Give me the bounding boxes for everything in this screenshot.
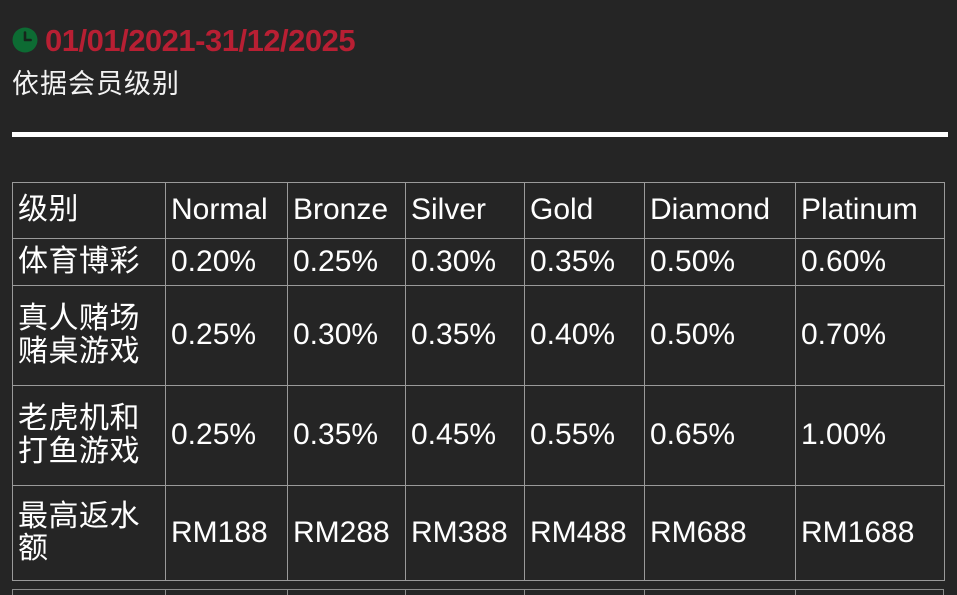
cell-slots-diamond: 0.65% [644, 385, 796, 486]
column-header-diamond: Diamond [644, 182, 796, 239]
column-header-normal: Normal [165, 182, 288, 239]
cell-slots-bronze: 0.35% [287, 385, 406, 486]
rebate-table-container: 级别 Normal Bronze Silver Gold Diamond Pla… [12, 182, 945, 581]
header-divider [12, 132, 948, 137]
cell-slots-gold: 0.55% [524, 385, 645, 486]
date-range-text: 01/01/2021-31/12/2025 [45, 22, 356, 58]
cell-slots-platinum: 1.00% [795, 385, 945, 486]
cell-live-casino-bronze: 0.30% [287, 285, 406, 386]
cell-live-casino-gold: 0.40% [524, 285, 645, 386]
header: 01/01/2021-31/12/2025 依据会员级别 [0, 0, 957, 100]
clock-icon [12, 27, 38, 53]
table-row: 真人赌场赌桌游戏 0.25% 0.30% 0.35% 0.40% 0.50% 0… [12, 285, 945, 386]
cell-max-rebate-diamond: RM688 [644, 485, 796, 581]
table-row: 最高返水额 RM188 RM288 RM388 RM488 RM688 RM16… [12, 485, 945, 581]
cell-sports-gold: 0.35% [524, 238, 645, 286]
cell-live-casino-normal: 0.25% [165, 285, 288, 386]
column-header-level: 级别 [12, 182, 166, 239]
cell-slots-normal: 0.25% [165, 385, 288, 486]
clipped-next-row [12, 589, 944, 595]
cell-sports-bronze: 0.25% [287, 238, 406, 286]
row-label-slots-fishing: 老虎机和打鱼游戏 [12, 385, 166, 486]
column-header-silver: Silver [405, 182, 525, 239]
cell-sports-silver: 0.30% [405, 238, 525, 286]
cell-live-casino-diamond: 0.50% [644, 285, 796, 386]
cell-max-rebate-bronze: RM288 [287, 485, 406, 581]
page-subtitle: 依据会员级别 [12, 69, 180, 99]
table-row: 体育博彩 0.20% 0.25% 0.30% 0.35% 0.50% 0.60% [12, 238, 945, 286]
row-label-max-rebate: 最高返水额 [12, 485, 166, 581]
column-header-gold: Gold [524, 182, 645, 239]
cell-max-rebate-gold: RM488 [524, 485, 645, 581]
cell-max-rebate-platinum: RM1688 [795, 485, 945, 581]
cell-sports-diamond: 0.50% [644, 238, 796, 286]
row-label-sports: 体育博彩 [12, 238, 166, 286]
cell-sports-normal: 0.20% [165, 238, 288, 286]
column-header-platinum: Platinum [795, 182, 945, 239]
column-header-bronze: Bronze [287, 182, 406, 239]
table-header-row: 级别 Normal Bronze Silver Gold Diamond Pla… [12, 182, 945, 239]
cell-live-casino-silver: 0.35% [405, 285, 525, 386]
rebate-table: 级别 Normal Bronze Silver Gold Diamond Pla… [12, 182, 945, 581]
date-range-line: 01/01/2021-31/12/2025 [12, 22, 957, 58]
cell-sports-platinum: 0.60% [795, 238, 945, 286]
cell-live-casino-platinum: 0.70% [795, 285, 945, 386]
row-label-live-casino: 真人赌场赌桌游戏 [12, 285, 166, 386]
table-row: 老虎机和打鱼游戏 0.25% 0.35% 0.45% 0.55% 0.65% 1… [12, 385, 945, 486]
cell-max-rebate-normal: RM188 [165, 485, 288, 581]
cell-slots-silver: 0.45% [405, 385, 525, 486]
cell-max-rebate-silver: RM388 [405, 485, 525, 581]
